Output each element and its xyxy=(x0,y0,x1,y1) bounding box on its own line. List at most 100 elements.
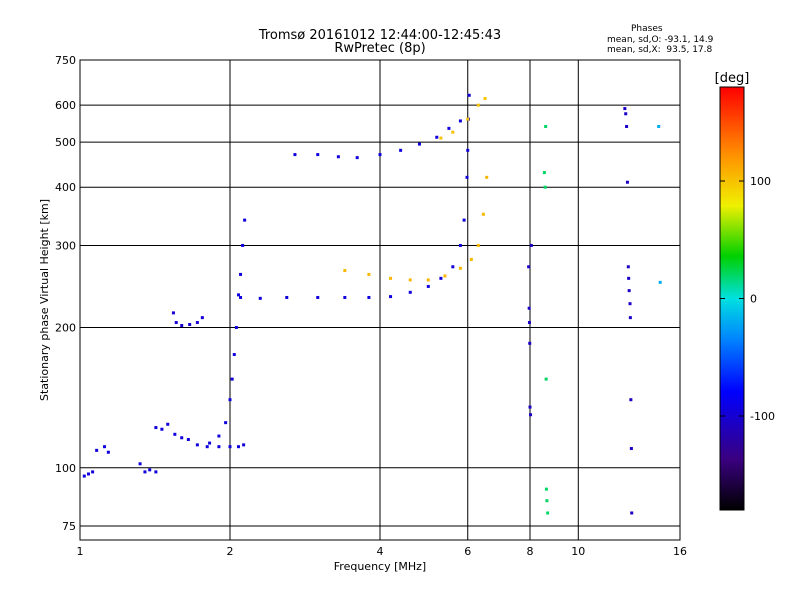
x-tick-label: 2 xyxy=(227,545,234,558)
data-point xyxy=(485,175,489,179)
data-point xyxy=(239,272,243,276)
x-tick-label: 4 xyxy=(377,545,384,558)
data-point xyxy=(160,427,164,431)
data-point xyxy=(188,323,192,327)
data-point xyxy=(217,434,221,438)
data-point xyxy=(174,321,178,325)
data-point xyxy=(91,470,95,474)
x-tick-label: 1 xyxy=(77,545,84,558)
data-point xyxy=(367,272,371,276)
data-point xyxy=(234,326,238,330)
data-point xyxy=(542,171,546,175)
data-point xyxy=(544,487,548,491)
data-point xyxy=(399,148,403,152)
data-point xyxy=(82,474,86,478)
data-point xyxy=(180,436,184,440)
data-point xyxy=(458,119,462,123)
data-point xyxy=(230,377,234,381)
data-point xyxy=(439,276,443,280)
x-axis-label: Frequency [MHz] xyxy=(334,560,426,573)
data-point xyxy=(527,321,531,325)
data-point xyxy=(629,447,633,451)
data-point xyxy=(443,274,447,278)
x-tick-label: 10 xyxy=(571,545,585,558)
data-point xyxy=(451,130,455,134)
data-point xyxy=(258,296,262,300)
data-point xyxy=(543,185,547,189)
data-point xyxy=(224,421,228,425)
data-point xyxy=(242,443,246,447)
data-point xyxy=(180,324,184,328)
data-point xyxy=(476,243,480,247)
colorbar-tick-label: 0 xyxy=(750,293,757,306)
data-point xyxy=(195,443,199,447)
data-point xyxy=(232,353,236,357)
x-tick-label: 6 xyxy=(464,545,471,558)
data-point xyxy=(625,124,629,128)
data-point xyxy=(186,438,190,442)
data-point xyxy=(628,316,632,320)
data-point xyxy=(106,450,110,454)
phase-stats-x: mean, sd,X: 93.5, 17.8 xyxy=(607,45,713,55)
data-point xyxy=(95,448,99,452)
data-point xyxy=(166,422,170,426)
data-point xyxy=(426,284,430,288)
y-tick-label: 750 xyxy=(55,54,76,67)
data-point xyxy=(458,266,462,270)
data-point xyxy=(217,445,221,449)
data-point xyxy=(389,276,393,280)
data-point xyxy=(458,243,462,247)
data-point xyxy=(241,243,245,247)
data-point xyxy=(417,142,421,146)
data-point xyxy=(316,153,320,157)
y-tick-label: 75 xyxy=(62,520,76,533)
data-point xyxy=(462,218,466,222)
chart-title: Tromsø 20161012 12:44:00-12:45:43 xyxy=(258,28,502,43)
data-point xyxy=(544,124,548,128)
data-point xyxy=(466,117,470,121)
data-point xyxy=(316,295,320,299)
data-point xyxy=(467,93,471,97)
data-point xyxy=(138,462,142,466)
y-tick-label: 200 xyxy=(55,322,76,335)
data-point xyxy=(343,295,347,299)
data-point xyxy=(154,470,158,474)
phases-heading: Phases xyxy=(631,24,663,34)
data-point xyxy=(103,445,107,449)
y-tick-label: 600 xyxy=(55,99,76,112)
data-point xyxy=(528,341,532,345)
data-point xyxy=(154,426,158,430)
data-point xyxy=(148,468,152,472)
data-point xyxy=(293,153,297,157)
data-point xyxy=(285,295,289,299)
data-point xyxy=(173,432,177,436)
data-point xyxy=(171,311,175,315)
data-point xyxy=(529,243,533,247)
data-point xyxy=(336,155,340,159)
data-point xyxy=(657,124,661,128)
data-point xyxy=(625,180,629,184)
data-point xyxy=(343,269,347,273)
data-point xyxy=(236,445,240,449)
data-point xyxy=(367,295,371,299)
data-point xyxy=(630,511,634,515)
data-point xyxy=(545,499,549,503)
data-point xyxy=(626,265,630,269)
data-point xyxy=(86,472,90,476)
data-point xyxy=(624,112,628,116)
data-points xyxy=(82,93,662,515)
axis-ticks: 1 2 4 6 8 10 16 75 100 200 300 400 500 600 750 xyxy=(55,54,687,558)
y-tick-label: 300 xyxy=(55,239,76,252)
chart-subtitle: RwPretec (8p) xyxy=(334,41,426,56)
y-tick-label: 400 xyxy=(55,181,76,194)
y-tick-label: 100 xyxy=(55,462,76,475)
data-point xyxy=(228,445,232,449)
data-point xyxy=(228,398,232,402)
grid-lines xyxy=(80,60,680,540)
data-point xyxy=(200,316,204,320)
y-tick-label: 500 xyxy=(55,136,76,149)
data-point xyxy=(195,321,199,325)
data-point xyxy=(208,441,212,445)
data-point xyxy=(476,103,480,107)
x-tick-label: 16 xyxy=(673,545,687,558)
